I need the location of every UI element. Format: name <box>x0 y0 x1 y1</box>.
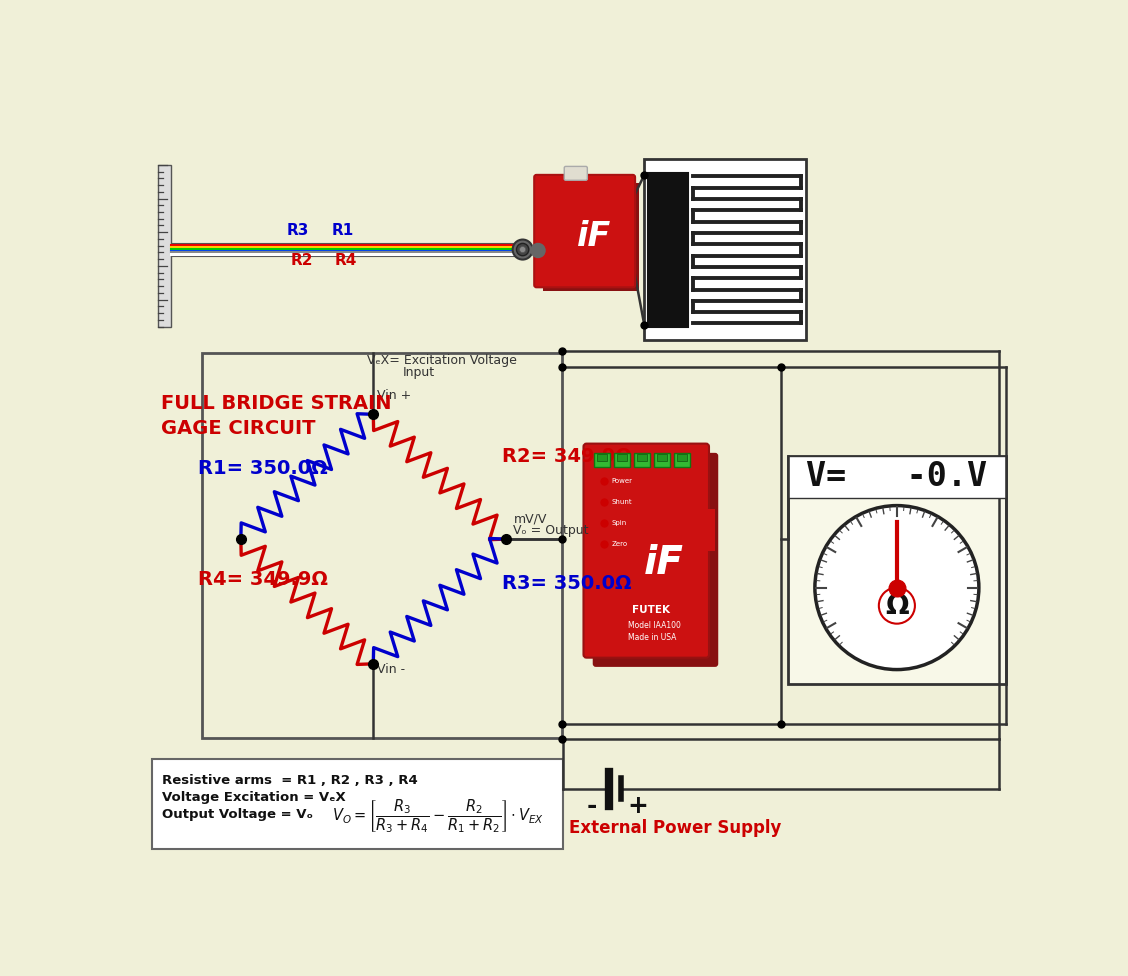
Text: Made in USA: Made in USA <box>628 633 677 642</box>
FancyBboxPatch shape <box>592 453 719 667</box>
Text: Power: Power <box>611 478 632 484</box>
Circle shape <box>534 246 543 255</box>
Text: iF: iF <box>578 220 611 253</box>
Text: R2: R2 <box>290 253 312 268</box>
Bar <box>678 455 687 461</box>
Text: R3= 350.0Ω: R3= 350.0Ω <box>502 574 632 593</box>
Circle shape <box>536 248 540 253</box>
Bar <box>658 455 667 461</box>
Text: Spin: Spin <box>611 520 626 526</box>
Bar <box>704 509 715 550</box>
Bar <box>202 352 562 738</box>
Text: Vin -: Vin - <box>377 663 405 676</box>
FancyBboxPatch shape <box>583 444 710 658</box>
Text: Shunt: Shunt <box>611 499 632 506</box>
Text: R4: R4 <box>334 253 356 268</box>
Text: Resistive arms  = R1 , R2 , R3 , R4: Resistive arms = R1 , R2 , R3 , R4 <box>162 774 418 787</box>
Bar <box>151 758 564 849</box>
Circle shape <box>530 243 546 259</box>
Circle shape <box>520 247 526 253</box>
Text: Output Voltage = Vₒ: Output Voltage = Vₒ <box>162 808 314 821</box>
Text: VₑΧ= Excitation Voltage: VₑΧ= Excitation Voltage <box>367 354 517 367</box>
Text: $V_O = \left[\dfrac{R_3}{R_3+R_4} - \dfrac{R_2}{R_1+R_2}\right] \cdot V_{EX}$: $V_O = \left[\dfrac{R_3}{R_3+R_4} - \dfr… <box>333 797 545 835</box>
Bar <box>598 455 607 461</box>
Bar <box>634 453 650 467</box>
Bar <box>158 165 170 327</box>
FancyBboxPatch shape <box>564 166 588 181</box>
Bar <box>617 455 627 461</box>
Bar <box>637 455 646 461</box>
Text: Input: Input <box>403 366 434 379</box>
Bar <box>594 453 609 467</box>
FancyBboxPatch shape <box>535 175 635 287</box>
Text: Vin +: Vin + <box>377 389 412 402</box>
Text: Vₒ = Output: Vₒ = Output <box>513 524 589 538</box>
Text: mV/V: mV/V <box>513 512 547 525</box>
Text: R4= 349.9Ω: R4= 349.9Ω <box>199 570 328 590</box>
Bar <box>615 453 629 467</box>
Text: Voltage Excitation = VₑΧ: Voltage Excitation = VₑΧ <box>162 791 346 804</box>
Text: iF: iF <box>644 544 684 582</box>
Text: V=   -0.V: V= -0.V <box>807 461 987 493</box>
Text: FUTEK: FUTEK <box>632 605 670 615</box>
Text: R1: R1 <box>332 223 353 238</box>
Text: Zero: Zero <box>611 541 627 547</box>
Circle shape <box>879 588 915 624</box>
Text: -: - <box>587 794 597 818</box>
Text: +: + <box>627 794 649 818</box>
Circle shape <box>512 239 532 260</box>
Text: Model IAA100: Model IAA100 <box>628 621 681 630</box>
Text: R3: R3 <box>287 223 309 238</box>
Text: Ω: Ω <box>885 591 909 620</box>
Bar <box>644 159 807 341</box>
Text: R1= 350.0Ω: R1= 350.0Ω <box>199 459 328 477</box>
Text: FULL BRIDGE STRAIN
GAGE CIRCUIT: FULL BRIDGE STRAIN GAGE CIRCUIT <box>161 394 391 437</box>
Bar <box>787 456 1006 684</box>
Text: External Power Supply: External Power Supply <box>569 819 782 837</box>
Text: R2= 349.9Ω: R2= 349.9Ω <box>502 447 632 467</box>
Bar <box>787 456 1006 498</box>
Bar <box>649 174 688 327</box>
Circle shape <box>814 506 979 670</box>
Bar <box>543 183 638 291</box>
Bar <box>675 453 689 467</box>
Bar <box>654 453 670 467</box>
Circle shape <box>517 243 529 256</box>
